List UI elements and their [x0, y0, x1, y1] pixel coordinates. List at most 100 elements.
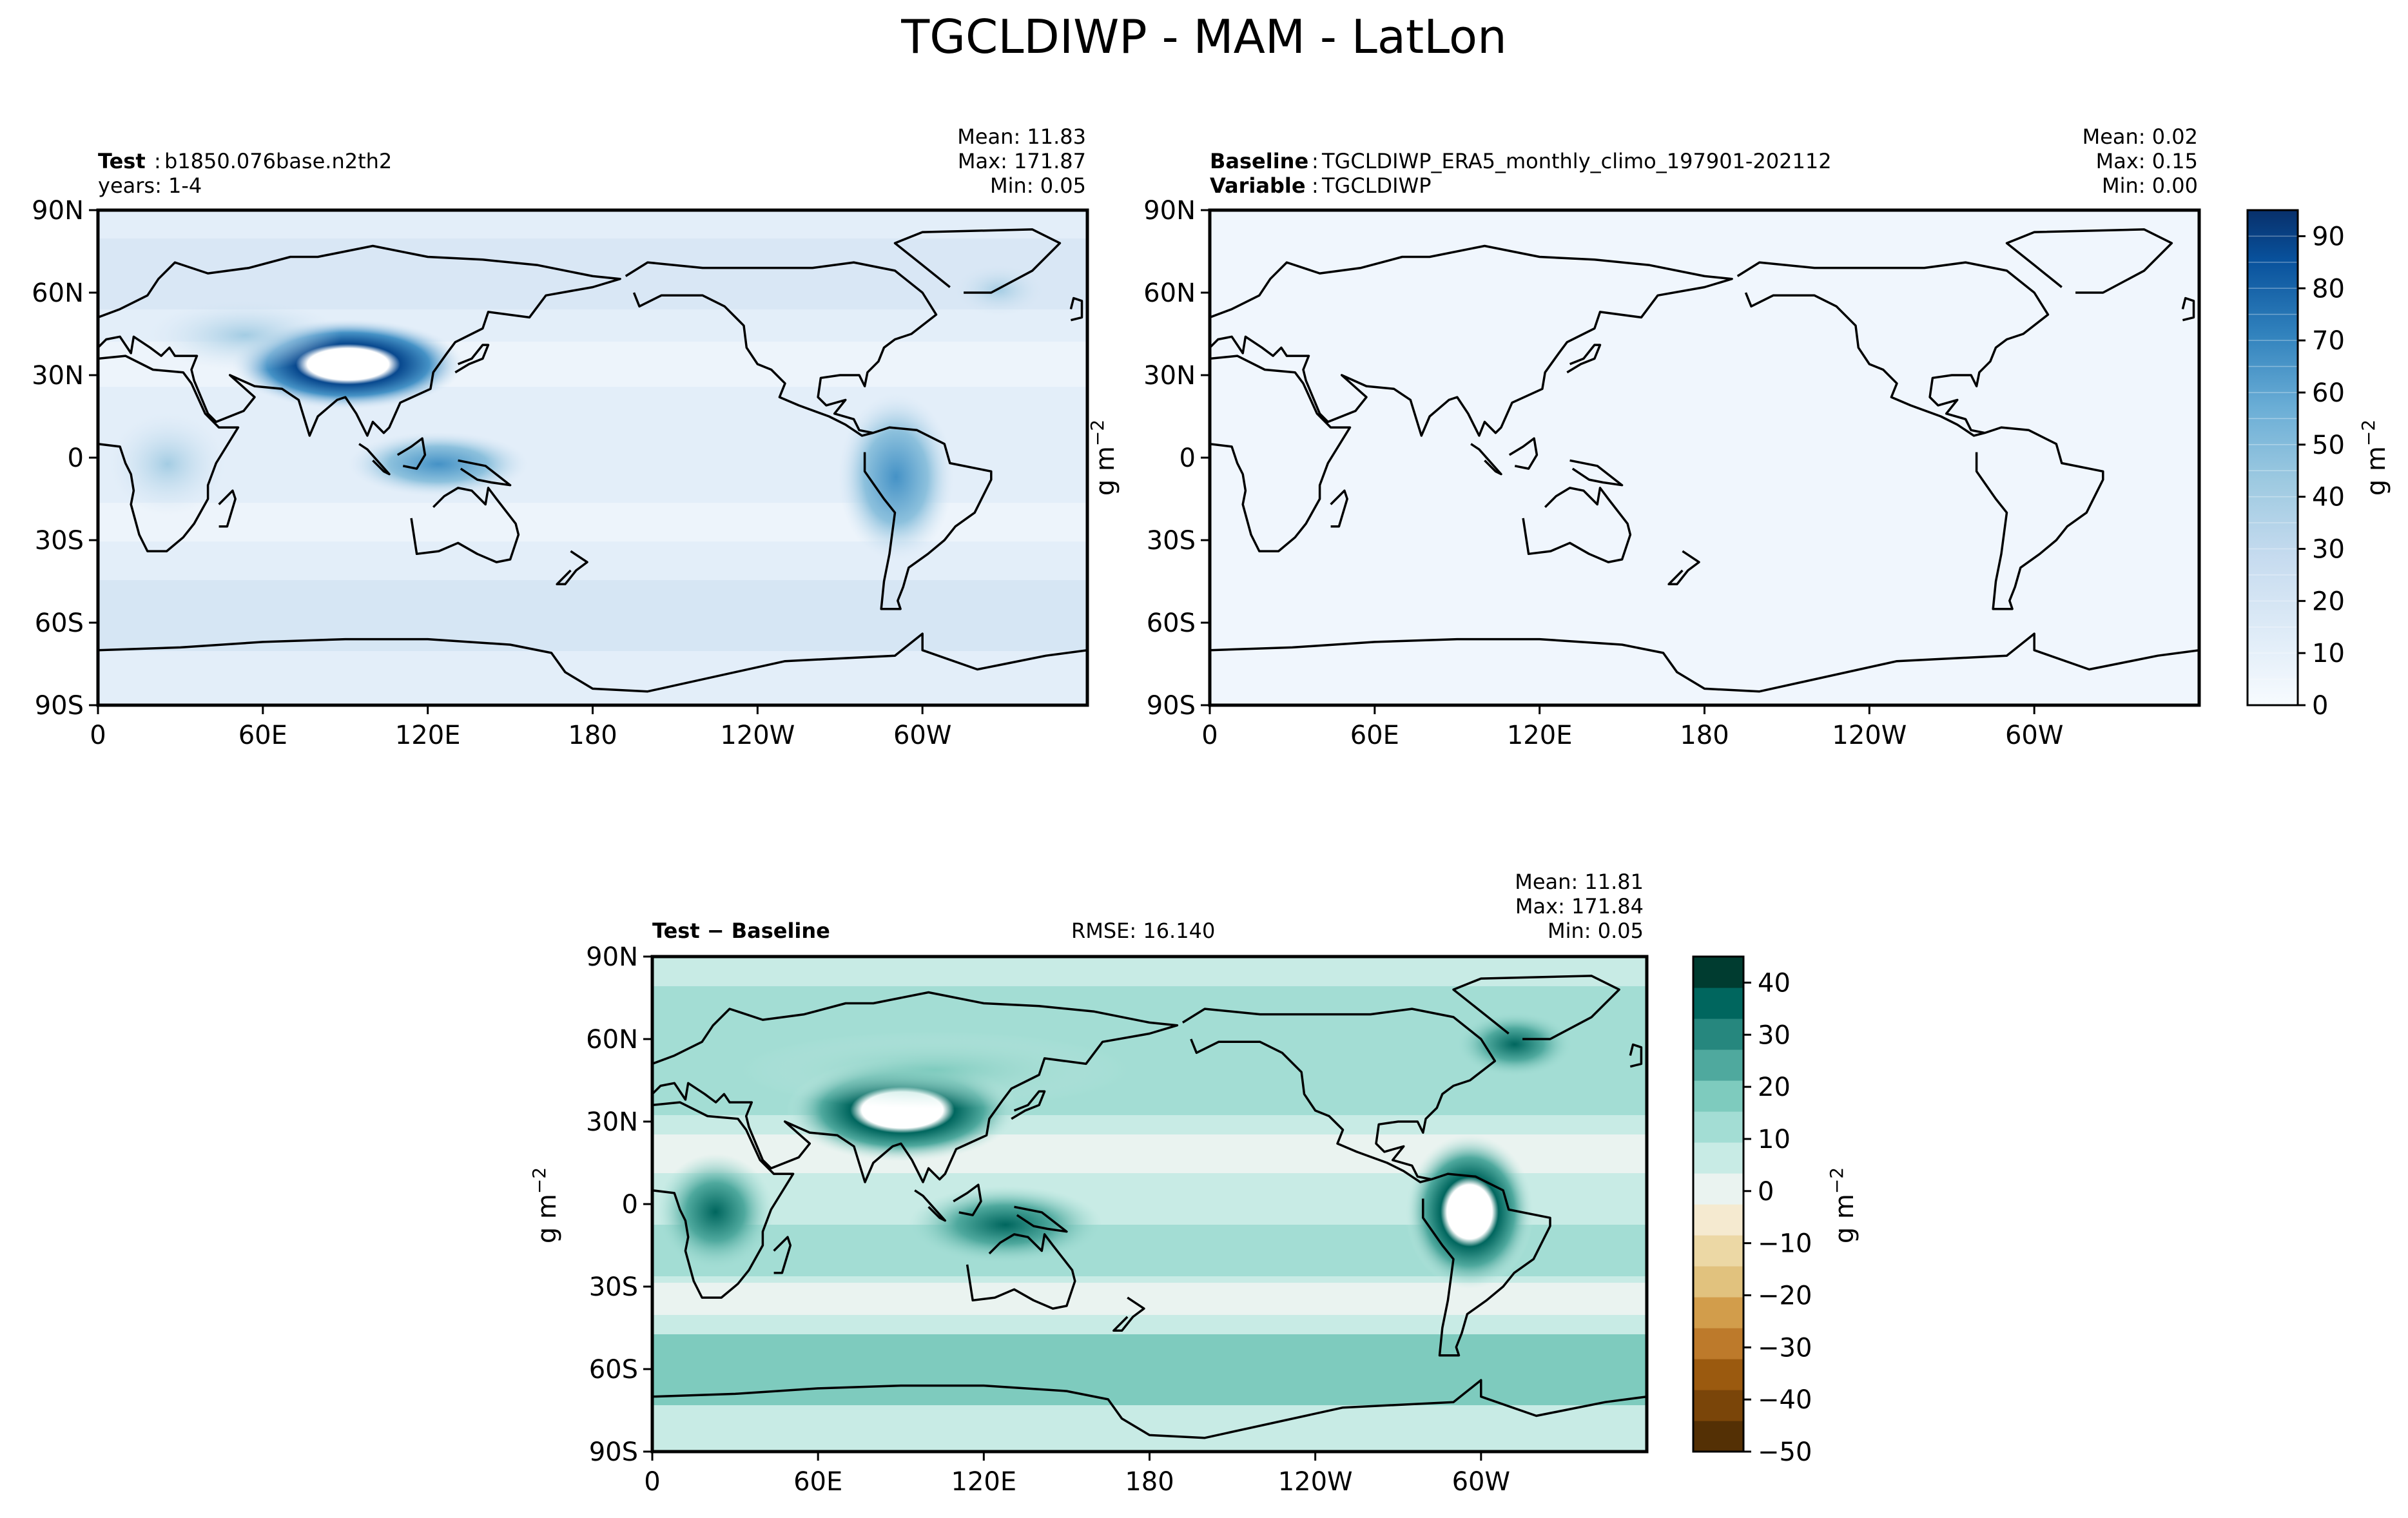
test-header-sep: :	[154, 149, 161, 173]
diff-southern-ocean-band	[652, 1334, 1647, 1405]
colorbar-block	[1693, 1235, 1743, 1267]
lon-tick-label: 120E	[951, 1467, 1017, 1497]
lat-tick-label: 0	[68, 443, 84, 473]
diff-field	[652, 957, 1647, 1452]
colorbar-tick-label: 20	[2312, 587, 2345, 616]
colorbar-block	[1693, 1111, 1743, 1143]
lon-tick-label: 180	[1125, 1467, 1174, 1497]
baseline-header-sep: :	[1312, 149, 1319, 173]
lon-tick-label: 60W	[893, 721, 951, 750]
lon-tick-label: 60E	[238, 721, 287, 750]
baseline-coastlines	[1210, 228, 2199, 693]
diff-lon-ticks: 0 60E 120E 180 120W 60W	[644, 1452, 1510, 1497]
test-lon-ticks: 0 60E 120E 180 120W 60W	[90, 705, 951, 750]
colorbar-block	[1693, 1018, 1743, 1050]
test-lat-ticks: 90N 60N 30N 0 30S 60S 90S	[32, 196, 98, 721]
test-case-name: b1850.076base.n2th2	[164, 149, 392, 173]
colorbar-block	[1693, 1142, 1743, 1174]
colorbar-tick-label: 40	[1758, 968, 1791, 998]
lat-tick-label: 60S	[589, 1355, 638, 1385]
test-years: years: 1-4	[98, 173, 202, 198]
lon-tick-label: 120E	[1507, 721, 1573, 750]
lat-tick-label: 30S	[589, 1272, 638, 1302]
colorbar-block	[1693, 1049, 1743, 1081]
baseline-lat-ticks: 90N 60N 30N 0 30S 60S 90S	[1143, 196, 1210, 721]
diff-atlantic-feature	[1457, 1012, 1573, 1076]
colorbar-block	[1693, 988, 1743, 1019]
lat-tick-label: 30S	[1147, 526, 1196, 556]
test-max: Max: 171.87	[958, 149, 1086, 173]
lon-tick-label: 180	[568, 721, 617, 750]
lon-tick-label: 0	[644, 1467, 660, 1497]
lon-tick-label: 120W	[1832, 721, 1907, 750]
colorbar-tick-label: −10	[1758, 1229, 1812, 1259]
colorbar-tick-label: 10	[2312, 639, 2345, 668]
lon-tick-label: 120E	[395, 721, 461, 750]
colorbar-tick-label: 40	[2312, 483, 2345, 512]
colorbar-tick-label: 90	[2312, 222, 2345, 251]
colorbar-tick-label: 70	[2312, 326, 2345, 356]
diff-lat-ticks: 90N 60N 30N 0 30S 60S 90S	[586, 942, 652, 1467]
blues-colorbar-frame	[2246, 209, 2299, 706]
lon-tick-label: 60W	[1452, 1467, 1510, 1497]
colorbar-tick-label: 30	[2312, 534, 2345, 564]
lat-tick-label: 30S	[35, 526, 84, 556]
lat-tick-label: 60N	[1143, 278, 1196, 308]
difference-panel: Test − Baseline RMSE: 16.140 Mean: 11.81…	[529, 870, 1860, 1497]
colorbar-tick-label: −20	[1758, 1281, 1812, 1310]
test-northern-band	[98, 238, 1087, 309]
blues-colorbar-ticks: 0 10 20 30 40 50 60 70 80 90	[2298, 222, 2345, 721]
lat-tick-label: 30N	[1143, 361, 1196, 391]
colorbar-block	[1693, 1266, 1743, 1298]
lon-tick-label: 180	[1680, 721, 1729, 750]
baseline-mean: Mean: 0.02	[2083, 124, 2198, 149]
baseline-ylabel: g m−2	[1087, 420, 1121, 496]
baseline-variable: TGCLDIWP	[1321, 173, 1432, 198]
diff-coastlines	[652, 975, 1647, 1439]
lon-tick-label: 0	[1201, 721, 1218, 750]
test-coastlines	[98, 228, 1087, 693]
baseline-variable-label: Variable	[1210, 173, 1306, 198]
baseline-header-sep-2: :	[1312, 173, 1319, 198]
lat-tick-label: 90S	[1147, 691, 1196, 721]
diff-amazon-feature	[1405, 1134, 1534, 1289]
lat-tick-label: 0	[1180, 443, 1196, 473]
lat-tick-label: 90S	[589, 1437, 638, 1467]
baseline-panel: Baseline : TGCLDIWP_ERA5_monthly_climo_1…	[1087, 124, 2392, 750]
lat-tick-label: 90N	[1143, 196, 1196, 226]
diff-africa-feature	[657, 1154, 773, 1270]
test-southern-ocean-band	[98, 580, 1087, 651]
colorbar-block	[1693, 1297, 1743, 1328]
colorbar-block	[1693, 1390, 1743, 1421]
lat-tick-label: 60S	[35, 608, 84, 638]
lon-tick-label: 60E	[793, 1467, 842, 1497]
colorbar-tick-label: 60	[2312, 378, 2345, 408]
test-header-label: Test	[98, 149, 146, 173]
lon-tick-label: 0	[90, 721, 106, 750]
test-amazon-feature	[838, 393, 954, 561]
colorbar-block	[1693, 1204, 1743, 1236]
lat-tick-label: 90N	[32, 196, 84, 226]
baseline-lon-ticks: 0 60E 120E 180 120W 60W	[1201, 705, 2063, 750]
lon-tick-label: 60W	[2005, 721, 2063, 750]
diff-subtropic-band-s	[652, 1283, 1647, 1315]
lon-tick-label: 60E	[1350, 721, 1399, 750]
diff-eurasia-feature	[741, 1031, 1128, 1109]
colorbar-block	[1693, 1328, 1743, 1359]
colorbar-tick-label: 30	[1758, 1020, 1791, 1050]
lat-tick-label: 30N	[32, 361, 84, 391]
diff-rmse: RMSE: 16.140	[1071, 919, 1215, 943]
lat-tick-label: 60S	[1147, 608, 1196, 638]
brbg-colorbar-ticks: 40 30 20 10 0 −10 −20 −30 −40 −50	[1743, 968, 1812, 1467]
diff-min: Min: 0.05	[1548, 919, 1644, 943]
blues-colorbar-fill	[2248, 210, 2298, 705]
lat-tick-label: 30N	[586, 1107, 638, 1137]
colorbar-tick-label: 0	[1758, 1177, 1774, 1207]
brbg-colorbar-blocks	[1693, 957, 1743, 1452]
blues-colorbar-label: g m−2	[2358, 420, 2392, 496]
lat-tick-label: 0	[622, 1190, 638, 1220]
test-min: Min: 0.05	[990, 173, 1086, 198]
colorbar-tick-label: −30	[1758, 1333, 1812, 1363]
colorbar-tick-label: 10	[1758, 1125, 1791, 1154]
